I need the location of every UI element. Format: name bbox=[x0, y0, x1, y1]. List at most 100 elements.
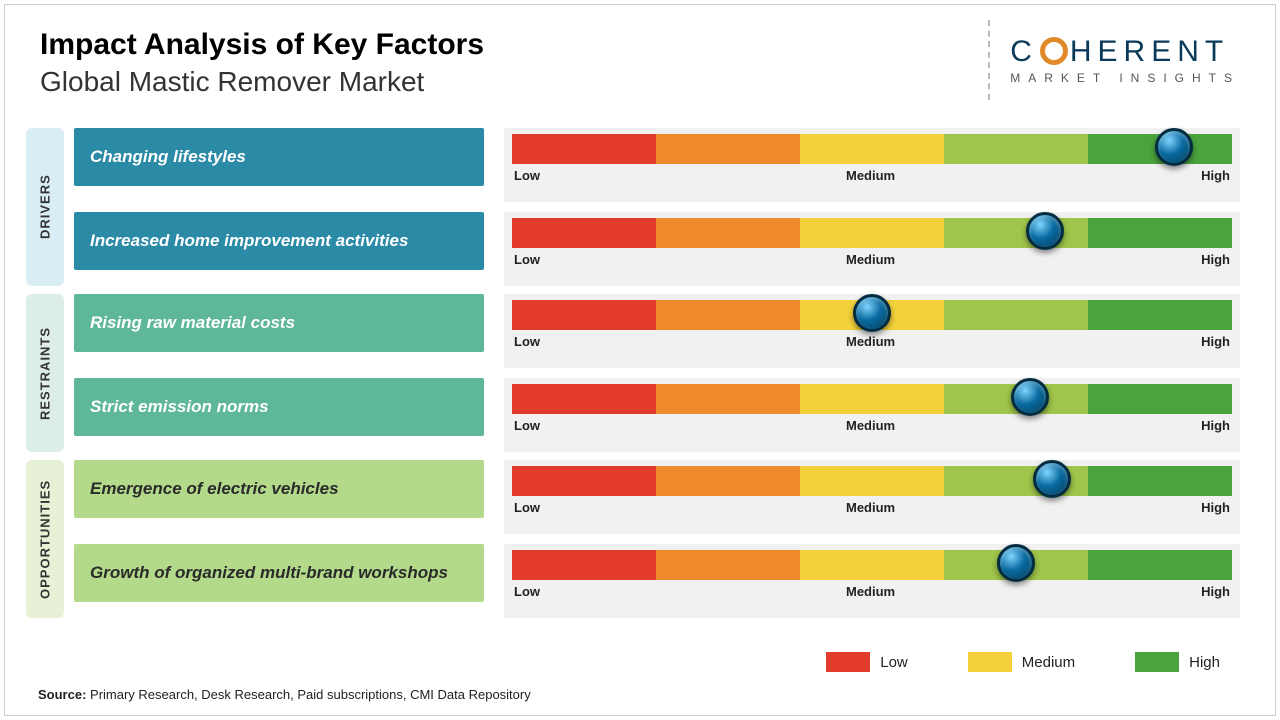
scale-wrap: Low Medium High bbox=[504, 212, 1240, 286]
source-text: Primary Research, Desk Research, Paid su… bbox=[86, 687, 530, 702]
factor-box: Increased home improvement activities bbox=[74, 212, 484, 270]
bar-segment bbox=[800, 218, 944, 248]
header: Impact Analysis of Key Factors Global Ma… bbox=[40, 28, 484, 98]
logo-post: HERENT bbox=[1070, 35, 1229, 68]
bar-segment bbox=[656, 300, 800, 330]
factor-box: Emergence of electric vehicles bbox=[74, 460, 484, 518]
scale-label-high: High bbox=[1201, 168, 1230, 183]
scale-label-medium: Medium bbox=[846, 418, 895, 433]
legend-label: Medium bbox=[1022, 654, 1075, 671]
scale-label-high: High bbox=[1201, 252, 1230, 267]
logo-pre: C bbox=[1010, 35, 1038, 68]
bar-segment bbox=[512, 384, 656, 414]
factor-box: Growth of organized multi-brand workshop… bbox=[74, 544, 484, 602]
section-label: OPPORTUNITIES bbox=[26, 460, 64, 618]
section: RESTRAINTS Rising raw material costs Low Me… bbox=[26, 294, 1240, 452]
scale-label-medium: Medium bbox=[846, 252, 895, 267]
bar-segment bbox=[656, 134, 800, 164]
scale-wrap: Low Medium High bbox=[504, 128, 1240, 202]
factor-row: Growth of organized multi-brand workshop… bbox=[74, 544, 1240, 618]
factor-box: Rising raw material costs bbox=[74, 294, 484, 352]
impact-marker bbox=[1011, 378, 1049, 416]
scale-labels: Low Medium High bbox=[512, 334, 1232, 349]
bar-segment bbox=[944, 218, 1088, 248]
bar-segment bbox=[656, 384, 800, 414]
factor-row: Strict emission normsLowMediumHigh bbox=[74, 378, 1240, 452]
brand-logo: C HERENT MARKET INSIGHTS bbox=[988, 20, 1240, 100]
impact-marker bbox=[997, 544, 1035, 582]
scale-labels: Low Medium High bbox=[512, 500, 1232, 515]
impact-marker bbox=[853, 294, 891, 332]
section-label: DRIVERS bbox=[26, 128, 64, 286]
bar-segment bbox=[656, 466, 800, 496]
impact-bar bbox=[512, 550, 1232, 580]
logo-line2: MARKET INSIGHTS bbox=[1010, 71, 1240, 85]
page-subtitle: Global Mastic Remover Market bbox=[40, 66, 484, 98]
bar-segment bbox=[800, 384, 944, 414]
scale-label-high: High bbox=[1201, 584, 1230, 599]
legend: Low Medium High bbox=[826, 652, 1220, 672]
legend-item: Low bbox=[826, 652, 908, 672]
scale-labels: LowMediumHigh bbox=[512, 418, 1232, 433]
scale-label-low: Low bbox=[514, 500, 540, 515]
section: OPPORTUNITIES Emergence of electric vehic… bbox=[26, 460, 1240, 618]
scale-labels: Low Medium High bbox=[512, 252, 1232, 267]
logo-ring-icon bbox=[1040, 37, 1068, 65]
scale-label-low: Low bbox=[514, 584, 540, 599]
source-prefix: Source: bbox=[38, 687, 86, 702]
bar-segment bbox=[512, 550, 656, 580]
scale-wrap: Low Medium High bbox=[504, 544, 1240, 618]
scale-label-low: Low bbox=[514, 168, 540, 183]
bar-segment bbox=[1088, 218, 1232, 248]
impact-bar bbox=[512, 384, 1232, 414]
section-label: RESTRAINTS bbox=[26, 294, 64, 452]
impact-marker bbox=[1033, 460, 1071, 498]
bar-segment bbox=[656, 550, 800, 580]
legend-label: Low bbox=[880, 654, 908, 671]
scale-label-high: High bbox=[1201, 334, 1230, 349]
legend-swatch bbox=[968, 652, 1012, 672]
bar-segment bbox=[1088, 384, 1232, 414]
bar-segment bbox=[1088, 300, 1232, 330]
impact-marker bbox=[1026, 212, 1064, 250]
legend-swatch bbox=[826, 652, 870, 672]
section: DRIVERSChanging lifestylesLowMediumHighI… bbox=[26, 128, 1240, 286]
legend-item: High bbox=[1135, 652, 1220, 672]
scale-labels: Low Medium High bbox=[512, 584, 1232, 599]
bar-segment bbox=[800, 134, 944, 164]
impact-bar bbox=[512, 134, 1232, 164]
page-title: Impact Analysis of Key Factors bbox=[40, 28, 484, 62]
scale-wrap: Low Medium High bbox=[504, 460, 1240, 534]
bar-segment bbox=[512, 466, 656, 496]
impact-bar bbox=[512, 218, 1232, 248]
factor-row: Rising raw material costs Low Medium High bbox=[74, 294, 1240, 368]
scale-label-medium: Medium bbox=[846, 500, 895, 515]
scale-wrap: LowMediumHigh bbox=[504, 378, 1240, 452]
factor-row: Increased home improvement activities Low… bbox=[74, 212, 1240, 286]
legend-item: Medium bbox=[968, 652, 1075, 672]
scale-labels: Low Medium High bbox=[512, 168, 1232, 183]
scale-label-low: Low bbox=[514, 334, 540, 349]
scale-label-medium: Medium bbox=[846, 168, 895, 183]
bar-segment bbox=[944, 300, 1088, 330]
factor-row: Emergence of electric vehicles Low Medium H… bbox=[74, 460, 1240, 534]
impact-bar bbox=[512, 466, 1232, 496]
scale-label-high: High bbox=[1201, 500, 1230, 515]
bar-segment bbox=[1088, 550, 1232, 580]
bar-segment bbox=[1088, 466, 1232, 496]
scale-label-low: Low bbox=[514, 252, 540, 267]
impact-marker bbox=[1155, 128, 1193, 166]
bar-segment bbox=[800, 550, 944, 580]
section-rows: Emergence of electric vehicles Low Medium H… bbox=[74, 460, 1240, 618]
chart-body: DRIVERSChanging lifestylesLowMediumHighI… bbox=[26, 128, 1240, 630]
scale-wrap: Low Medium High bbox=[504, 294, 1240, 368]
factor-box: Changing lifestyles bbox=[74, 128, 484, 186]
section-rows: Rising raw material costs Low Medium High St… bbox=[74, 294, 1240, 452]
legend-swatch bbox=[1135, 652, 1179, 672]
factor-box: Strict emission norms bbox=[74, 378, 484, 436]
bar-segment bbox=[512, 134, 656, 164]
scale-label-medium: Medium bbox=[846, 334, 895, 349]
scale-label-low: Low bbox=[514, 418, 540, 433]
bar-segment bbox=[512, 300, 656, 330]
scale-label-medium: Medium bbox=[846, 584, 895, 599]
